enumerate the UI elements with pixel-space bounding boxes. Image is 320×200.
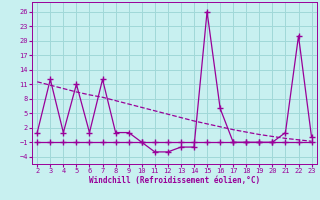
X-axis label: Windchill (Refroidissement éolien,°C): Windchill (Refroidissement éolien,°C) (89, 176, 260, 185)
